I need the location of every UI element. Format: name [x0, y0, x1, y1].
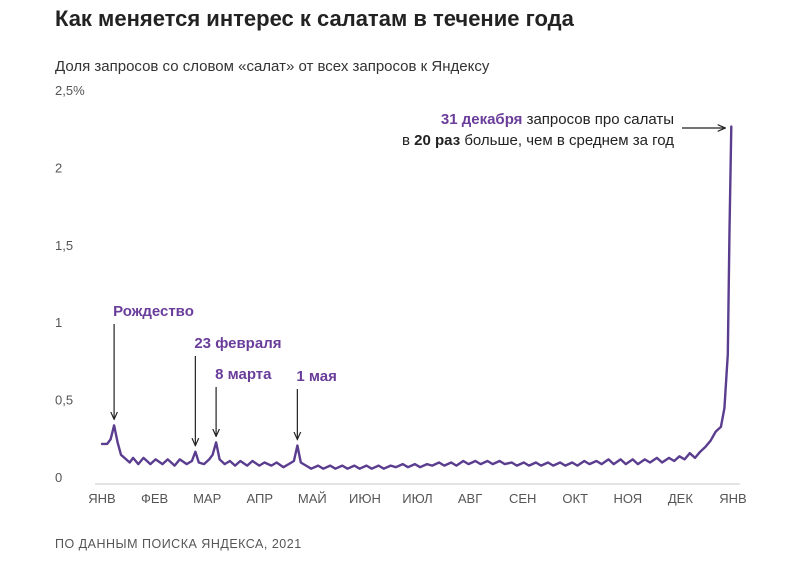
x-tick-label: НОЯ [614, 491, 643, 506]
x-tick-label: ДЕК [668, 491, 693, 506]
x-tick-label: ОКТ [562, 491, 588, 506]
x-tick-label: МАЙ [298, 491, 327, 506]
y-tick-label: 0 [55, 470, 62, 485]
y-tick-label: 2 [55, 160, 62, 175]
line-chart: 0 0,5 1 1,5 2 2,5% ЯНВ ФЕВ МАР АПР МАЙ ИЮН ИЮЛ АВГ СЕ… [55, 83, 747, 506]
callout-line-2: в 20 раз больше, чем в среднем за год [402, 132, 674, 149]
x-tick-label: ЯНВ [719, 491, 746, 506]
x-tick-label: АВГ [458, 491, 482, 506]
callout-line-2-pre: в [402, 132, 414, 149]
x-axis-ticks: ЯНВ ФЕВ МАР АПР МАЙ ИЮН ИЮЛ АВГ СЕН ОКТ НОЯ ДЕК ЯНВ [88, 491, 746, 506]
annotation-label: 1 мая [296, 368, 337, 385]
x-tick-label: АПР [246, 491, 273, 506]
x-tick-label: ИЮЛ [402, 491, 432, 506]
x-tick-label: ИЮН [349, 491, 381, 506]
callout-multiplier: 20 раз [414, 132, 460, 149]
y-axis-ticks: 0 0,5 1 1,5 2 2,5% [55, 83, 85, 485]
chart-subtitle: Доля запросов со словом «салат» от всех … [55, 58, 490, 75]
x-tick-label: ЯНВ [88, 491, 115, 506]
chart-title: Как меняется интерес к салатам в течение… [55, 6, 574, 31]
x-tick-label: СЕН [509, 491, 536, 506]
data-source: ПО ДАННЫМ ПОИСКА ЯНДЕКСА, 2021 [55, 537, 302, 551]
december-callout: 31 декабря запросов про салаты в 20 раз б… [402, 111, 725, 149]
y-tick-label: 1 [55, 315, 62, 330]
callout-date: 31 декабря [441, 111, 523, 128]
annotation-label: Рождество [113, 303, 194, 320]
y-tick-label: 0,5 [55, 393, 73, 408]
x-tick-label: ФЕВ [141, 491, 168, 506]
series-line [100, 125, 733, 470]
callout-line-1-rest: запросов про салаты [522, 111, 674, 128]
annotation-label: 8 марта [215, 366, 272, 383]
callout-line-1: 31 декабря запросов про салаты [441, 111, 674, 128]
y-tick-label: 2,5% [55, 83, 85, 98]
x-tick-label: МАР [193, 491, 221, 506]
annotation-label: 23 февраля [194, 335, 281, 352]
y-tick-label: 1,5 [55, 238, 73, 253]
callout-line-2-rest: больше, чем в среднем за год [460, 132, 674, 149]
